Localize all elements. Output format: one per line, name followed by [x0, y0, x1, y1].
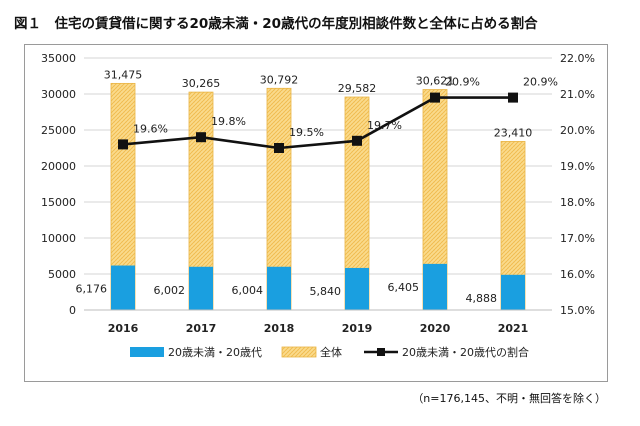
legend-total-swatch	[281, 346, 317, 358]
right-axis-tick-label: 17.0%	[560, 232, 595, 245]
youth-data-label: 4,888	[466, 292, 498, 305]
ratio-marker	[508, 92, 518, 103]
legend-youth-label: 20歳未満・20歳代	[168, 346, 262, 359]
youth-data-label: 6,405	[388, 281, 420, 294]
chart-title: 図１ 住宅の賃貸借に関する20歳未満・20歳代の年度別相談件数と全体に占める割合	[14, 16, 538, 32]
left-axis-tick-label: 25000	[41, 124, 76, 137]
ratio-line	[122, 96, 513, 150]
youth-bar	[423, 263, 447, 310]
ratio-data-label: 20.9%	[445, 76, 480, 89]
legend-youth-swatch	[130, 347, 164, 357]
x-axis-tick-label: 2016	[108, 322, 139, 335]
ratio-data-label: 19.8%	[211, 115, 246, 128]
total-data-label: 29,582	[338, 82, 377, 95]
ratio-marker	[274, 143, 284, 153]
left-axis-tick-label: 15000	[41, 196, 76, 209]
left-axis-tick-label: 10000	[41, 232, 76, 245]
right-axis-tick-label: 22.0%	[560, 52, 595, 65]
legend-ratio-marker	[377, 348, 385, 356]
total-data-label: 23,410	[494, 126, 533, 139]
youth-data-label: 6,002	[154, 284, 186, 297]
left-axis-tick-label: 5000	[48, 268, 76, 281]
youth-bar	[267, 266, 291, 310]
ratio-data-label: 19.6%	[133, 122, 168, 135]
youth-bar	[189, 266, 213, 310]
ratio-marker	[196, 132, 206, 143]
left-axis-tick-label: 35000	[41, 52, 76, 65]
youth-bar	[111, 265, 135, 310]
right-axis-tick-label: 15.0%	[560, 304, 595, 317]
youth-data-label: 6,176	[76, 283, 108, 296]
ratio-data-label: 19.7%	[367, 119, 402, 132]
youth-data-label: 6,004	[232, 284, 264, 297]
legend-total-label: 全体	[320, 345, 342, 359]
youth-data-label: 5,840	[310, 285, 342, 298]
youth-bar	[345, 267, 369, 310]
right-axis-tick-label: 20.0%	[560, 124, 595, 137]
ratio-data-label: 20.9%	[523, 76, 558, 89]
total-data-label: 30,265	[182, 77, 221, 90]
x-axis-tick-label: 2021	[498, 322, 529, 335]
right-axis-tick-label: 21.0%	[560, 88, 595, 101]
x-axis-tick-label: 2019	[342, 322, 373, 335]
ratio-marker	[430, 92, 440, 103]
left-axis-tick-label: 20000	[41, 160, 76, 173]
right-axis-tick-label: 16.0%	[560, 268, 595, 281]
total-data-label: 30,621	[416, 75, 455, 88]
x-axis-tick-label: 2020	[420, 322, 451, 335]
right-axis-tick-label: 18.0%	[560, 196, 595, 209]
x-axis-tick-label: 2018	[264, 322, 295, 335]
ratio-marker	[352, 135, 362, 146]
youth-bar	[501, 274, 525, 310]
ratio-marker	[118, 139, 128, 150]
left-axis-tick-label: 30000	[41, 88, 76, 101]
legend-ratio-label: 20歳未満・20歳代の割合	[402, 345, 529, 359]
left-axis-tick-label: 0	[69, 304, 76, 317]
chart-frame	[24, 44, 608, 382]
x-axis-tick-label: 2017	[186, 322, 217, 335]
ratio-data-label: 19.5%	[289, 126, 324, 139]
total-data-label: 30,792	[260, 73, 299, 86]
total-data-label: 31,475	[104, 68, 143, 81]
right-axis-tick-label: 19.0%	[560, 160, 595, 173]
sample-size-note: （n=176,145、不明・無回答を除く）	[412, 392, 606, 405]
